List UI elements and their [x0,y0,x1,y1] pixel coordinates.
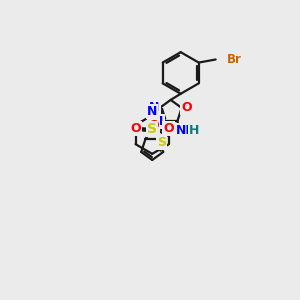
Text: N: N [149,100,160,114]
Text: H: H [189,124,200,137]
Text: S: S [157,136,166,149]
Text: O: O [148,119,159,132]
Text: Br: Br [226,53,241,66]
Text: O: O [131,122,141,135]
Text: O: O [181,100,192,114]
Text: N: N [153,115,164,128]
Text: S: S [147,122,157,136]
Text: NH: NH [176,124,196,137]
Text: N: N [147,105,158,118]
Text: O: O [163,122,174,135]
